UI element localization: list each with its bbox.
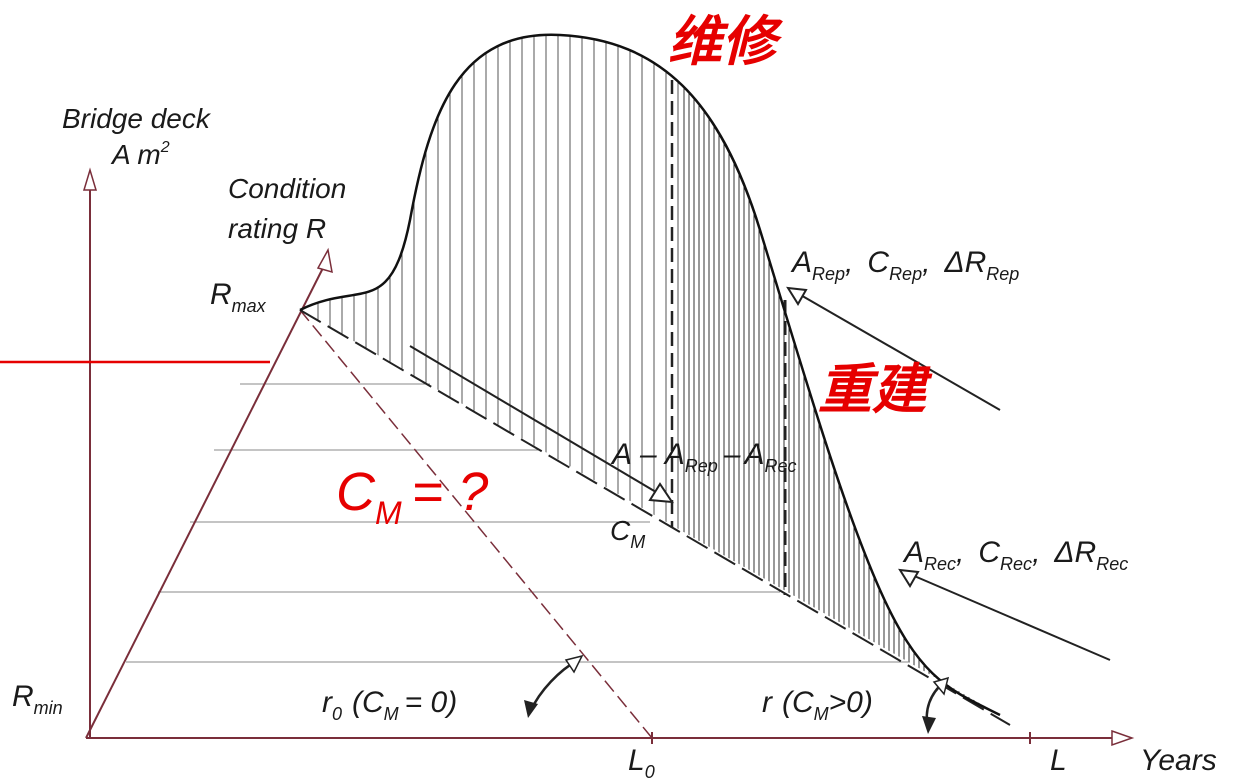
r-max-label: Rmax <box>210 278 267 316</box>
condition-axis <box>85 257 329 739</box>
r0-label: r0 (CM = 0) <box>322 686 457 724</box>
condition-axis-title-line1: Condition <box>228 173 346 204</box>
vertical-axis-title-line1: Bridge deck <box>62 103 212 134</box>
l-label: L <box>1050 744 1067 777</box>
r-deterioration-line <box>299 309 1011 726</box>
r0-deterioration-line <box>299 309 653 739</box>
r-arc-head-top-icon <box>932 676 950 696</box>
reconstruction-annotation: ARec, CRec, ΔRRec <box>902 536 1128 574</box>
cm-question-label: CM = ? <box>336 462 488 531</box>
reconstruction-arrow <box>904 571 1111 661</box>
maintenance-label: 维修 <box>668 12 783 72</box>
r0-arc-head-top-icon <box>564 654 584 674</box>
vertical-axis-title-line2: A m2 <box>110 139 170 170</box>
axes <box>85 180 1120 739</box>
arrows <box>409 286 1111 661</box>
vertical-axis-arrow-icon <box>82 167 98 191</box>
x-axis-label: Years <box>1140 744 1217 777</box>
axis-arrowheads <box>82 167 1135 747</box>
reconstruction-arrowhead-icon <box>898 568 920 588</box>
l0-label: L0 <box>628 744 655 778</box>
triangle-rungs <box>126 383 910 663</box>
repair-arrowhead-icon <box>786 286 808 306</box>
reconstruction-label: 重建 <box>818 360 933 420</box>
x-axis-arrow-icon <box>1111 729 1135 747</box>
repair-arrow <box>791 289 1001 411</box>
condition-axis-arrow-icon <box>316 247 333 274</box>
remaining-area-annotation: A – ARep – ARec <box>610 438 796 476</box>
r0-arc-head-bottom-icon <box>524 700 538 718</box>
r-label: r (CM>0) <box>762 686 873 724</box>
condition-axis-title-line2: rating R <box>228 213 326 244</box>
remaining-area-arrow <box>409 345 667 499</box>
remaining-area-arrowhead-icon <box>648 482 674 504</box>
hatching <box>317 34 679 716</box>
repair-annotation: ARep, CRep, ΔRRep <box>790 246 1019 284</box>
cm-label: CM <box>610 515 645 552</box>
r-min-label: Rmin <box>12 680 63 718</box>
area-curve <box>299 33 1001 717</box>
r-arc-head-bottom-icon <box>922 716 936 734</box>
